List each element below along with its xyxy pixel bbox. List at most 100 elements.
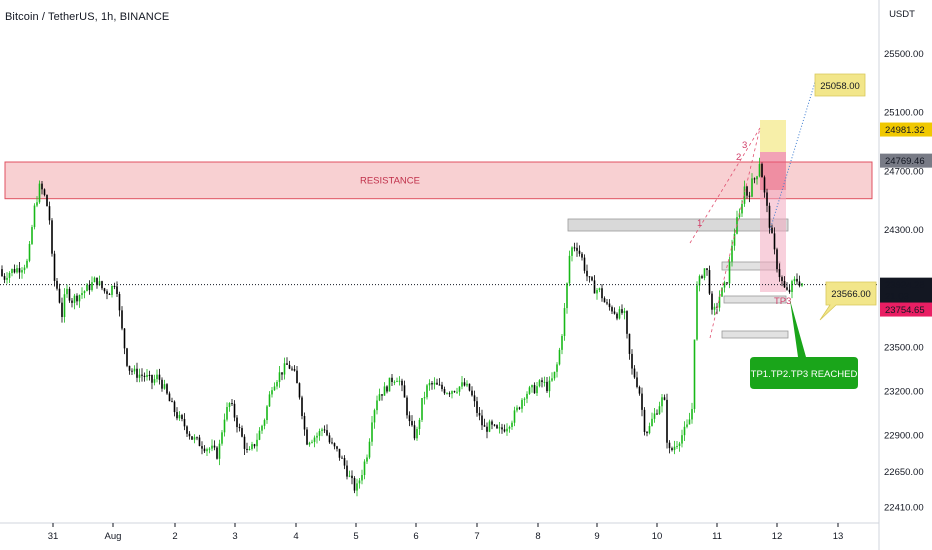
candle-body [443,389,446,394]
candle-body [643,409,646,432]
candle-body [356,483,358,491]
candle-body [68,288,71,301]
candle-body [96,277,98,286]
candle-body [586,270,588,277]
candle-body [676,445,678,447]
x-tick-label: 13 [833,531,844,542]
candle-body [186,426,188,434]
candle-body [36,202,38,206]
candle-body [31,227,33,244]
candle-body [531,385,533,388]
candle-body [536,386,538,394]
candle-body [13,268,16,273]
candle-body [543,381,546,383]
candle-body [23,267,26,271]
candle-body [253,444,256,447]
candle-body [393,381,396,383]
candle-body [438,384,441,386]
candle-body [43,189,46,195]
candle-body [178,415,181,419]
candle-body [218,443,221,459]
candle-body [363,461,366,476]
candle-body [296,370,298,384]
candle-body [666,399,668,443]
candle-body [441,384,443,390]
candle-body [798,281,801,286]
candle-body [348,475,351,477]
candle-body [761,163,763,178]
candle-body [493,424,496,426]
candle-body [141,374,143,376]
candle-body [608,303,611,308]
candle-body [588,276,591,278]
candle-body [378,394,381,401]
candle-body [431,382,433,385]
candle-body [781,277,783,282]
candle-body [616,313,618,319]
candle-body [578,250,581,254]
candle-body [388,377,391,392]
candle-body [381,394,383,396]
candle-body [188,433,191,437]
candle-body [481,415,483,426]
candle-body [691,408,693,420]
candle-body [78,295,81,302]
x-tick-label: 6 [413,531,418,542]
x-tick-label: 4 [293,531,298,542]
candle-body [623,311,626,313]
candle-body [303,416,306,430]
y-tick-label: 22900.00 [884,430,924,441]
candle-body [446,393,448,395]
candle-body [466,383,468,386]
y-tick-label: 24300.00 [884,225,924,236]
candle-body [123,328,126,349]
candle-body [711,293,713,310]
candle-body [436,382,438,385]
tp2-zone [723,295,787,304]
candle-body [683,426,686,436]
candle-body [693,339,696,409]
candle-body [208,448,211,450]
candle-body [516,407,518,411]
candle-body [333,443,336,447]
resistance-zone [4,161,873,200]
candle-body [106,291,108,294]
candle-body [163,384,166,389]
candle-body [21,270,23,273]
support-zone [567,218,789,232]
candle-body [128,365,131,371]
candle-body [196,437,198,439]
candle-body [46,194,48,207]
candle-body [633,368,636,378]
candle-body [276,381,278,387]
candle-body [756,176,758,180]
target-note-text: 25058.00 [820,81,860,92]
candle-body [526,393,528,399]
candle-body [398,380,401,382]
candle-body [361,475,363,481]
candle-body [268,394,271,407]
candle-body [726,282,728,284]
candle-body [503,429,506,432]
candle-body [796,278,798,282]
candle-body [768,205,771,228]
candle-body [138,374,141,378]
candle-body [153,379,156,383]
candle-body [173,401,176,413]
x-tick-label: 2 [172,531,177,542]
candle-body [176,412,178,419]
candle-body [528,387,531,394]
candle-body [538,380,541,387]
candle-body [641,393,643,410]
candle-body [573,247,576,249]
candle-body [406,397,408,416]
candle-body [258,430,261,440]
candle-body [621,309,623,313]
candle-body [708,270,711,294]
candle-body [271,390,273,395]
candle-body [226,407,228,420]
candle-body [706,268,708,271]
candle-body [626,311,628,334]
candle-body [121,310,123,329]
